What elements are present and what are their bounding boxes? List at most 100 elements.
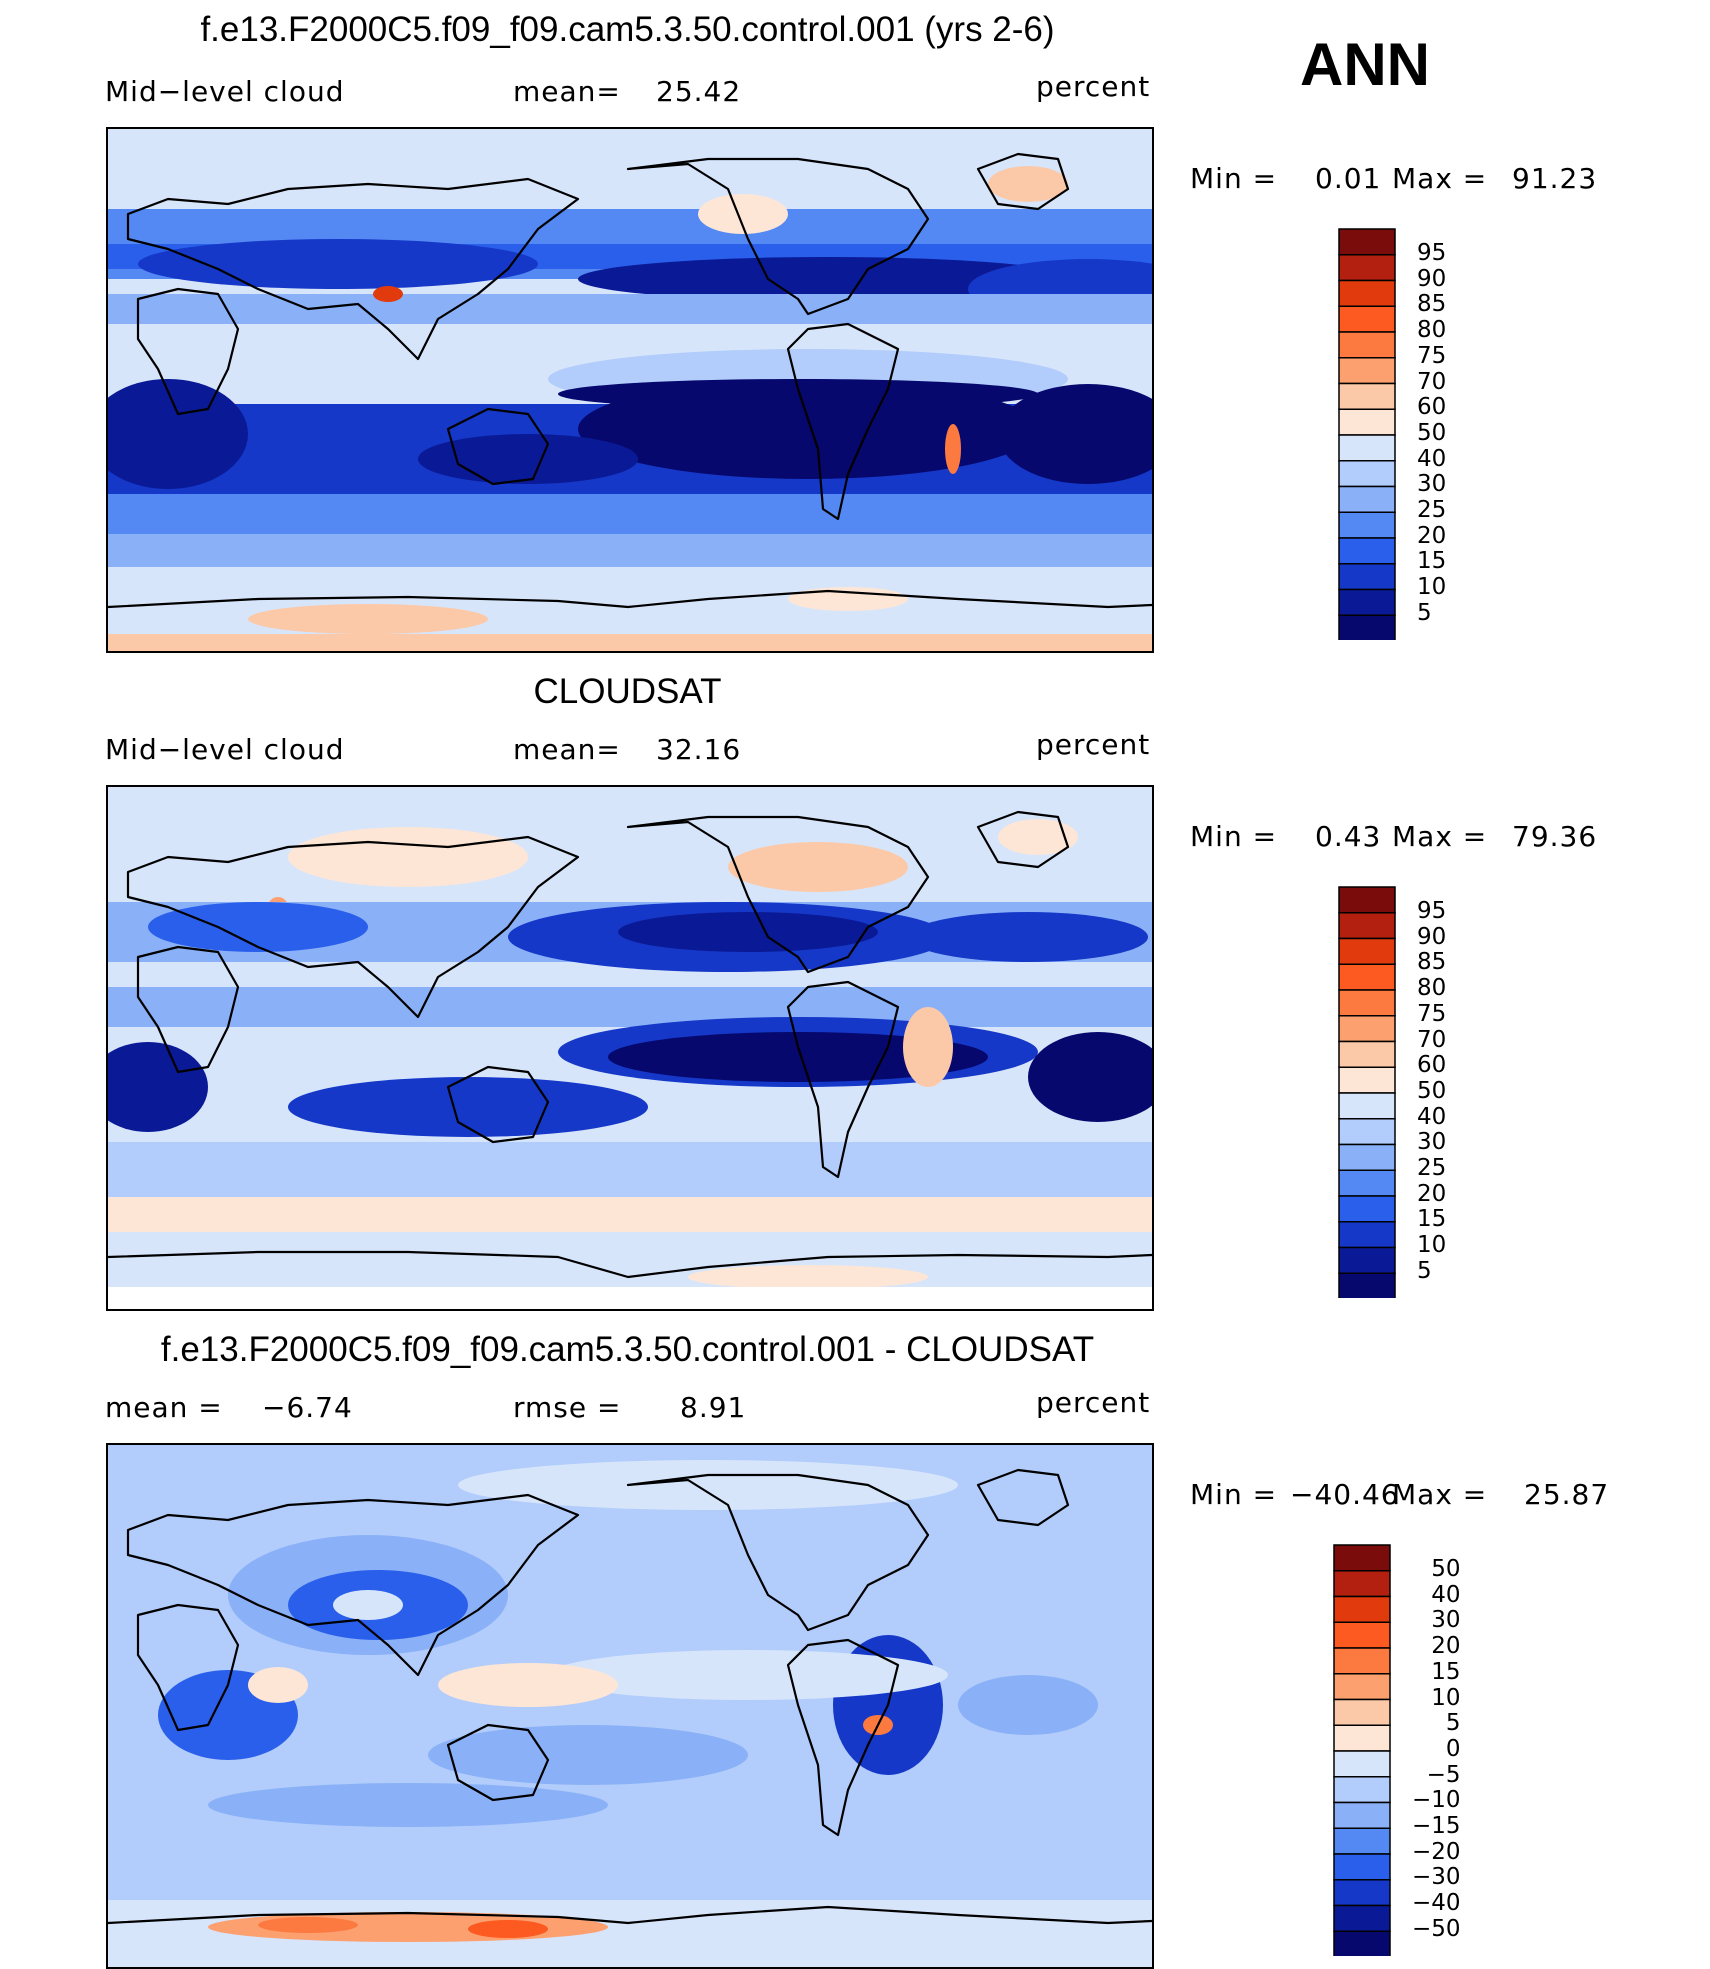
panel3-cbar-label: 15 xyxy=(1431,1658,1461,1685)
panel3-cbar-label: −15 xyxy=(1412,1813,1461,1840)
colorbar-box xyxy=(1338,254,1396,282)
panel2-colorbar-labels: 95 90 85 80 75 70 60 50 40 30 25 20 15 1… xyxy=(1417,898,1447,1285)
panel2-variable-label: Mid−level cloud xyxy=(105,733,345,766)
panel3-map xyxy=(106,1443,1154,1969)
panel2-max-label: Max = xyxy=(1392,820,1488,853)
colorbar-box xyxy=(1333,1595,1391,1623)
panel1-colorbar xyxy=(1338,228,1396,640)
panel1-map-field xyxy=(108,129,1152,651)
panel3-min-label: Min = xyxy=(1190,1478,1278,1511)
panel1-cbar-label: 10 xyxy=(1417,574,1447,601)
panel2-cbar-label: 5 xyxy=(1417,1257,1432,1284)
panel2-cbar-label: 25 xyxy=(1417,1155,1447,1182)
panel3-cbar-label: 40 xyxy=(1431,1581,1461,1608)
colorbar-box xyxy=(1333,1930,1391,1956)
colorbar-box xyxy=(1338,588,1396,616)
panel2-cbar-label: 15 xyxy=(1417,1206,1447,1233)
panel2-cbar-label: 40 xyxy=(1417,1103,1447,1130)
panel2-cbar-label: 20 xyxy=(1417,1180,1447,1207)
panel2-mean-value: 32.16 xyxy=(656,733,742,766)
colorbar-box xyxy=(1338,511,1396,539)
panel3-cbar-label: 20 xyxy=(1431,1633,1461,1660)
panel2-colorbar-boxes xyxy=(1338,886,1396,1298)
colorbar-box xyxy=(1338,912,1396,940)
panel3-colorbar xyxy=(1333,1544,1391,1956)
season-label: ANN xyxy=(1300,31,1430,98)
panel1-min-label: Min = xyxy=(1190,162,1278,195)
panel2-cbar-label: 60 xyxy=(1417,1052,1447,1079)
panel2-min-label: Min = xyxy=(1190,820,1278,853)
colorbar-box xyxy=(1338,1118,1396,1146)
panel2-cbar-label: 70 xyxy=(1417,1026,1447,1053)
colorbar-box xyxy=(1333,1827,1391,1855)
panel3-cbar-label: −5 xyxy=(1426,1761,1461,1788)
colorbar-box xyxy=(1338,408,1396,436)
panel3-cbar-label: −10 xyxy=(1412,1787,1461,1814)
colorbar-box xyxy=(1333,1647,1391,1675)
colorbar-box xyxy=(1333,1801,1391,1829)
panel1-cbar-label: 90 xyxy=(1417,265,1447,292)
panel2-mean-label: mean= xyxy=(513,733,621,766)
colorbar-box xyxy=(1338,382,1396,410)
panel1-cbar-label: 40 xyxy=(1417,445,1447,472)
panel1-cbar-label: 60 xyxy=(1417,394,1447,421)
colorbar-box xyxy=(1338,1195,1396,1223)
panel1-mean-value: 25.42 xyxy=(656,75,742,108)
panel2-max-value: 79.36 xyxy=(1512,820,1598,853)
panel1-title: f.e13.F2000C5.f09_f09.cam5.3.50.control.… xyxy=(200,10,1055,49)
panel1-cbar-label: 50 xyxy=(1417,419,1447,446)
colorbar-box xyxy=(1338,1092,1396,1120)
panel3-max-value: 25.87 xyxy=(1524,1478,1610,1511)
panel1-cbar-label: 85 xyxy=(1417,291,1447,318)
colorbar-box xyxy=(1338,460,1396,488)
colorbar-box xyxy=(1338,1221,1396,1249)
panel3-rmse-label: rmse = xyxy=(513,1391,622,1424)
panel3-cbar-label: 10 xyxy=(1431,1684,1461,1711)
panel1-map xyxy=(106,127,1154,653)
panel2-cbar-label: 95 xyxy=(1417,898,1447,924)
panel3-title: f.e13.F2000C5.f09_f09.cam5.3.50.control.… xyxy=(160,1330,1095,1369)
colorbar-box xyxy=(1333,1621,1391,1649)
panel1-colorbar-boxes xyxy=(1338,228,1396,640)
colorbar-box xyxy=(1338,1272,1396,1298)
colorbar-box xyxy=(1338,228,1396,256)
panel1-cbar-label: 20 xyxy=(1417,522,1447,549)
panel3-cbar-label: 30 xyxy=(1431,1607,1461,1634)
colorbar-box xyxy=(1333,1879,1391,1907)
panel3-min-value: −40.46 xyxy=(1290,1478,1400,1511)
panel1-max-value: 91.23 xyxy=(1512,162,1598,195)
colorbar-box xyxy=(1338,485,1396,513)
colorbar-box xyxy=(1338,1066,1396,1094)
panel2-cbar-label: 75 xyxy=(1417,1000,1447,1027)
panel2-cbar-label: 30 xyxy=(1417,1129,1447,1156)
panel3-colorbar-labels: 50 40 30 20 15 10 5 0 −5 −10 −15 −20 −30… xyxy=(1412,1556,1461,1943)
panel2-min-value: 0.43 xyxy=(1315,820,1382,853)
panel2-units: percent xyxy=(1036,728,1151,761)
colorbar-box xyxy=(1338,963,1396,991)
panel3-mean-value: −6.74 xyxy=(262,1391,353,1424)
panel1-cbar-label: 30 xyxy=(1417,471,1447,498)
colorbar-box xyxy=(1338,563,1396,591)
colorbar-box xyxy=(1338,1246,1396,1274)
panel2-cbar-label: 80 xyxy=(1417,975,1447,1002)
panel3-cbar-label: 5 xyxy=(1445,1710,1461,1737)
colorbar-box xyxy=(1333,1724,1391,1752)
panel1-variable-label: Mid−level cloud xyxy=(105,75,345,108)
panel2-cbar-label: 90 xyxy=(1417,923,1447,950)
colorbar-box xyxy=(1338,1040,1396,1068)
panel3-units: percent xyxy=(1036,1386,1151,1419)
colorbar-box xyxy=(1338,331,1396,359)
panel3-cbar-label: 0 xyxy=(1445,1735,1461,1762)
panel3-cbar-label: 50 xyxy=(1431,1556,1461,1582)
panel2-title: CLOUDSAT xyxy=(533,672,722,711)
panel3-rmse-value: 8.91 xyxy=(680,1391,747,1424)
panel2-cbar-label: 50 xyxy=(1417,1077,1447,1104)
panel3-cbar-label: −20 xyxy=(1412,1838,1461,1865)
colorbar-box xyxy=(1333,1750,1391,1778)
colorbar-box xyxy=(1338,1169,1396,1197)
colorbar-box xyxy=(1338,989,1396,1017)
panel3-cbar-label: −30 xyxy=(1412,1864,1461,1891)
panel3-mean-label: mean = xyxy=(105,1391,223,1424)
colorbar-box xyxy=(1333,1673,1391,1701)
panel1-cbar-label: 25 xyxy=(1417,497,1447,524)
